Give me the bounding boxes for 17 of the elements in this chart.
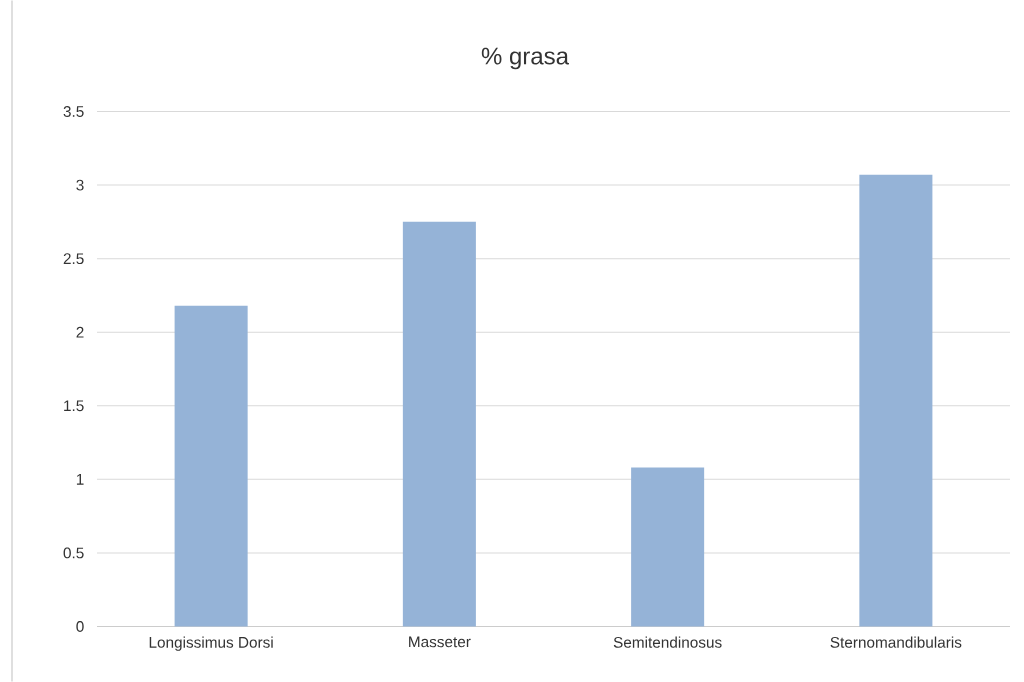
y-tick-label: 0 [76, 621, 84, 632]
x-tick-label: Sternomandibularis [830, 636, 962, 648]
y-tick-label: 3.5 [63, 106, 84, 117]
y-tick-label: 3 [76, 179, 84, 191]
bar [174, 305, 248, 627]
y-tick-label: 0.5 [63, 547, 84, 559]
y-tick-label: 2 [76, 326, 84, 338]
bar [402, 221, 476, 627]
chart-title: % grasa [481, 47, 569, 70]
bar [859, 174, 933, 627]
y-tick-label: 1.5 [64, 400, 84, 412]
x-tick-label: Semitendinosus [613, 636, 722, 648]
x-tick-label: Longissimus Dorsi [149, 636, 273, 651]
y-tick-label: 1 [76, 474, 84, 485]
x-tick-label: Masseter [409, 636, 471, 648]
y-tick-label: 2.5 [63, 253, 84, 265]
bar [631, 467, 705, 627]
